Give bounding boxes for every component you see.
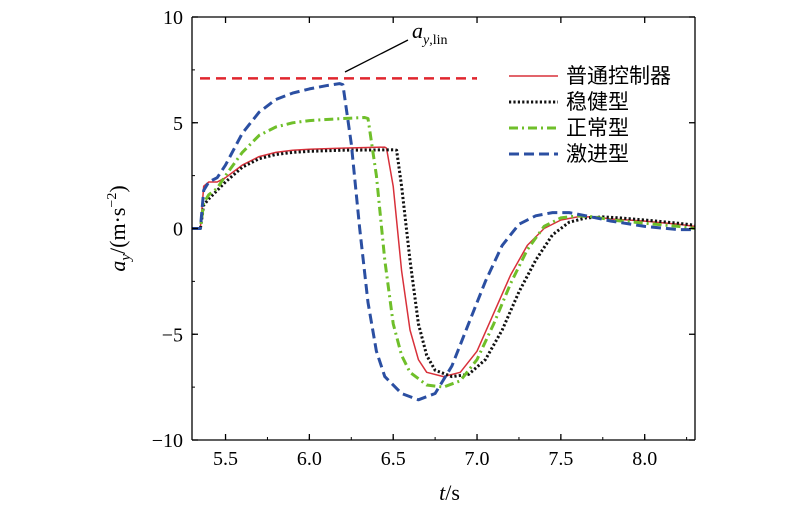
annotation-leader [344,39,409,73]
y-tick-label: 0 [173,219,183,241]
series-line-3 [192,82,695,402]
series-line-2 [192,116,696,389]
x-tick-label: 5.5 [213,448,238,470]
legend-label-3: 激进型 [566,142,629,166]
y-tick-label: −5 [162,324,183,346]
legend-label-0: 普通控制器 [566,64,671,88]
x-tick-label: 7.0 [465,448,490,470]
x-tick-label: 7.5 [548,448,573,470]
x-tick-label: 8.0 [632,448,657,470]
x-axis-title: t/s [439,480,460,505]
annotation-label: ay,lin [412,18,448,48]
series-group [192,82,696,402]
axes-group: 5.5 6.0 6.5 7.0 7.5 8.0 10 5 0 −5 −10 t/s ay/(m·s−2) [105,7,696,505]
series-line-0 [192,146,696,378]
annotation-group: ay,lin [344,18,448,73]
y-axis-title: ay/(m·s−2) [105,185,134,271]
x-tick-label: 6.5 [381,448,406,470]
y-tick-label: 10 [163,7,183,29]
x-tick-label: 6.0 [297,448,322,470]
legend-label-2: 正常型 [566,116,629,140]
series-line-1 [192,148,696,379]
y-tick-label: −10 [152,430,183,452]
legend-label-1: 稳健型 [566,90,629,114]
y-tick-label: 5 [173,113,183,135]
